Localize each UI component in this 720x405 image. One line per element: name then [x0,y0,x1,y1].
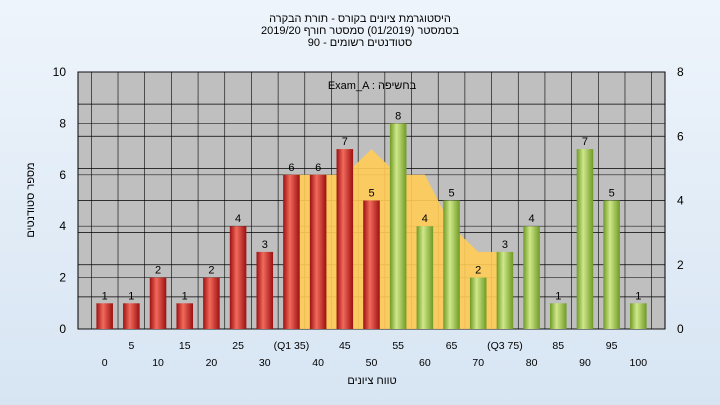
x-axis-label: טווח ציונים [347,375,396,387]
x-tick-label: 70 [472,357,484,369]
bar [283,174,300,329]
x-tick-label: 85 [552,340,564,352]
chart-annotation: Exam_A : בחשיפה [328,80,417,92]
bar [149,277,167,329]
bar [176,303,193,329]
x-tick-label: 40 [312,357,324,369]
y-tick-label: 0 [59,322,66,336]
bar [229,226,247,329]
y-axis-label: מספר סטודנטים [25,162,37,237]
y2-tick-label: 8 [677,65,684,79]
y2-tick-label: 4 [677,194,684,208]
bar [550,303,567,329]
bar-data-label: 2 [208,265,214,277]
bar [576,149,594,329]
bar [363,200,380,329]
bar-data-label: 3 [262,239,268,251]
y-tick-label: 6 [59,168,66,182]
x-tick-label: 15 [179,340,191,352]
x-tick-label: 45 [339,340,351,352]
bar-data-label: 2 [475,265,481,277]
bar [469,277,487,329]
bar [256,251,274,329]
bar-data-label: 6 [288,162,294,174]
x-tick-label: 90 [579,357,591,369]
x-tick-label: 20 [206,357,218,369]
bar-data-label: 7 [582,136,588,148]
bar-data-label: 4 [235,213,241,225]
bar-data-label: 1 [555,290,561,302]
bar-data-label: 2 [155,265,161,277]
y-tick-label: 10 [53,65,67,79]
x-tick-label: 60 [419,357,431,369]
x-tick-label: 0 [102,357,108,369]
bar [203,277,220,329]
x-tick-label: 50 [366,357,378,369]
x-tick-label: 55 [392,340,404,352]
y-tick-label: 8 [59,116,66,130]
bar-data-label: 7 [342,136,348,148]
bar-data-label: 1 [182,290,188,302]
bar-data-label: 6 [315,162,321,174]
x-tick-label: (Q1 35) [274,340,310,352]
x-tick-label: 95 [606,340,618,352]
chart-title-line: בסמסטר (01/2019) סמסטר חורף 2019/20 [261,25,459,37]
y-tick-label: 2 [59,271,66,285]
bar-data-label: 1 [128,290,134,302]
x-tick-label: 10 [152,357,164,369]
bar [496,251,514,329]
bar-data-label: 4 [529,213,535,225]
bar [389,123,407,330]
bar-data-label: 1 [102,290,108,302]
bar [603,200,620,329]
bar [123,303,140,329]
bar-data-label: 8 [395,110,401,122]
x-tick-label: 30 [259,357,271,369]
x-tick-label: 25 [232,340,244,352]
chart-title-line: סטודנטים רשומים - 90 [308,37,412,49]
bar-data-label: 5 [448,188,454,200]
bar [443,200,460,329]
x-tick-label: 5 [128,340,134,352]
bar-data-label: 5 [609,188,615,200]
bar-data-label: 5 [368,188,374,200]
y2-tick-label: 2 [677,258,684,272]
x-tick-label: 100 [630,357,648,369]
bar [336,149,354,329]
y2-tick-label: 0 [677,322,684,336]
y2-tick-label: 6 [677,129,684,143]
bar [523,226,540,329]
bar-data-label: 4 [422,213,428,225]
x-tick-label: 80 [526,357,538,369]
x-tick-label: 65 [446,340,458,352]
y-tick-label: 4 [59,219,66,233]
bar [416,226,434,329]
x-tick-label: (Q3 75) [487,340,523,352]
chart-title-line: היסטוגרמת ציונים בקורס - תורת הבקרה [269,13,451,25]
bar-data-label: 3 [502,239,508,251]
bar [309,174,327,329]
bar-data-label: 1 [635,290,641,302]
bar [96,303,113,329]
bar [630,303,647,329]
